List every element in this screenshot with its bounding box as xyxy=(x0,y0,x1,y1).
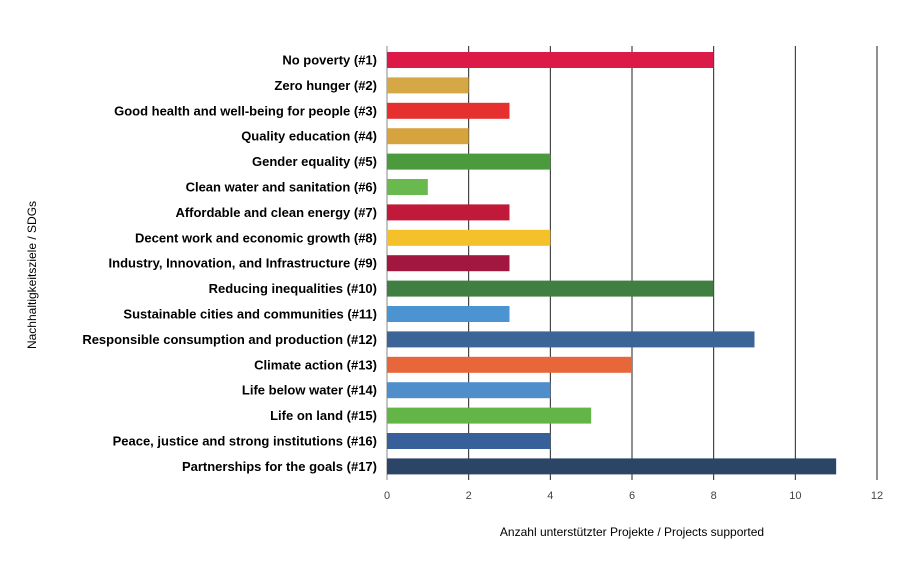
category-label: No poverty (#1) xyxy=(282,53,377,68)
category-label: Climate action (#13) xyxy=(254,357,377,372)
bar xyxy=(387,306,510,322)
category-labels: No poverty (#1) Zero hunger (#2) Good heal… xyxy=(82,53,377,474)
bar xyxy=(387,331,755,348)
bar xyxy=(387,407,592,424)
bar xyxy=(387,433,551,449)
x-tick-label: 0 xyxy=(384,490,390,502)
x-tick-label: 4 xyxy=(547,490,553,502)
x-axis-title: Anzahl unterstützter Projekte / Projects… xyxy=(500,525,764,539)
bar xyxy=(387,77,469,94)
bars xyxy=(387,52,837,475)
category-label: Partnerships for the goals (#17) xyxy=(182,459,377,474)
bar xyxy=(387,52,714,68)
category-label: Affordable and clean energy (#7) xyxy=(175,205,377,220)
x-tick-label: 10 xyxy=(789,490,801,502)
bar xyxy=(387,458,837,475)
bar xyxy=(387,229,551,246)
x-tick-label: 6 xyxy=(629,490,635,502)
category-label: Zero hunger (#2) xyxy=(274,78,377,93)
category-label: Decent work and economic growth (#8) xyxy=(135,230,377,245)
x-tick-label: 8 xyxy=(711,490,717,502)
bar xyxy=(387,255,510,272)
category-label: Reducing inequalities (#10) xyxy=(209,281,377,296)
bar xyxy=(387,102,510,119)
x-tick-label: 2 xyxy=(466,490,472,502)
category-label: Peace, justice and strong institutions (… xyxy=(113,434,377,449)
bar xyxy=(387,204,510,221)
category-label: Life on land (#15) xyxy=(270,408,377,423)
x-tick-label: 12 xyxy=(871,490,883,502)
bar xyxy=(387,153,551,170)
bar xyxy=(387,356,632,373)
bar xyxy=(387,128,469,145)
bar xyxy=(387,280,714,297)
x-tick-labels: 0 2 4 6 8 10 12 xyxy=(384,490,883,502)
y-axis-title: Nachhaltigkeitsziele / SDGs xyxy=(25,201,39,349)
category-label: Responsible consumption and production (… xyxy=(82,332,377,347)
category-label: Life below water (#14) xyxy=(242,383,377,398)
category-label: Good health and well-being for people (#… xyxy=(114,103,377,118)
category-label: Industry, Innovation, and Infrastructure… xyxy=(109,256,377,271)
bar xyxy=(387,179,428,195)
category-label: Gender equality (#5) xyxy=(252,154,377,169)
category-label: Clean water and sanitation (#6) xyxy=(186,180,377,195)
category-label: Sustainable cities and communities (#11) xyxy=(123,307,377,322)
bar xyxy=(387,382,551,399)
category-label: Quality education (#4) xyxy=(241,129,377,144)
